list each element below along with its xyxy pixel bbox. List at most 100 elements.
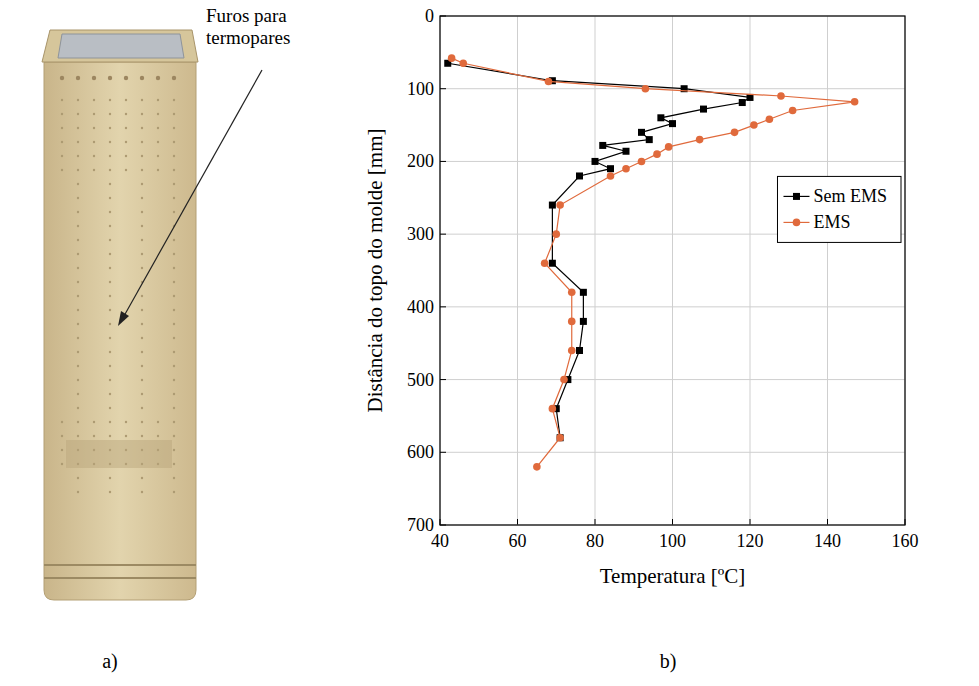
thermocouple-hole [157,435,159,437]
thermocouple-hole [109,127,111,129]
thermocouple-hole [93,155,95,157]
data-point [777,92,785,100]
thermocouple-hole [173,379,175,381]
tick-label: 120 [737,531,764,551]
thermocouple-hole [77,211,79,213]
data-point [731,129,739,137]
thermocouple-hole [141,435,143,437]
thermocouple-hole [77,183,79,185]
data-point [580,318,587,325]
thermocouple-hole [93,421,95,423]
thermocouple-hole [77,379,79,381]
thermocouple-hole [141,337,143,339]
thermocouple-hole [93,169,95,171]
thermocouple-hole [157,127,159,129]
thermocouple-hole [61,155,63,157]
data-point [552,230,560,238]
thermocouple-hole [92,76,96,80]
thermocouple-hole [141,253,143,255]
thermocouple-hole [109,225,111,227]
data-point [607,165,614,172]
axis-title: Temperatura [ºC] [600,564,746,588]
thermocouple-hole [141,225,143,227]
thermocouple-hole [125,141,127,143]
thermocouple-hole [61,169,63,171]
thermocouple-hole [77,337,79,339]
mold-body [44,62,196,600]
tick-label: 60 [509,531,527,551]
data-point [541,259,549,267]
tick-label: 100 [659,531,686,551]
data-point [622,165,630,173]
data-point [549,260,556,267]
thermocouple-hole [109,295,111,297]
tick [440,161,446,162]
thermocouple-hole [173,295,175,297]
thermocouple-hole [93,141,95,143]
tick-label: 500 [407,370,434,390]
grid-line [440,452,905,453]
tick [440,379,446,380]
mold-photo [42,30,198,600]
thermocouple-hole [156,76,160,80]
thermocouple-hole [173,491,175,493]
thermocouple-hole [109,407,111,409]
thermocouple-hole [157,141,159,143]
tick [517,519,518,525]
thermocouple-hole [77,365,79,367]
thermocouple-hole [109,253,111,255]
thermocouple-hole [173,421,175,423]
thermocouple-hole [109,281,111,283]
data-point [665,143,673,151]
thermocouple-hole [141,421,143,423]
grid-line [827,16,828,525]
thermocouple-hole [173,435,175,437]
data-point [700,106,707,113]
panel-letter: a) [102,650,118,673]
thermocouple-hole [173,393,175,395]
data-point [646,136,653,143]
axis-title: Distância do topo do molde [mm] [363,128,387,412]
data-point [642,85,650,93]
tick [827,519,828,525]
thermocouple-hole [157,421,159,423]
thermocouple-hole [173,169,175,171]
grid-line [440,379,905,380]
thermocouple-hole [77,267,79,269]
thermocouple-hole [141,127,143,129]
thermocouple-hole [124,76,128,80]
thermocouple-hole [125,113,127,115]
data-point [556,201,564,209]
legend-label: Sem EMS [813,186,887,206]
thermocouple-hole [61,113,63,115]
thermocouple-hole [173,99,175,101]
thermocouple-hole [141,407,143,409]
thermocouple-hole [173,463,175,465]
data-point [657,114,664,121]
data-point [568,289,576,297]
data-point [549,202,556,209]
thermocouple-hole [77,477,79,479]
tick [440,234,446,235]
thermocouple-hole [125,155,127,157]
series-line [452,58,855,467]
thermocouple-hole [141,113,143,115]
data-point [739,99,746,106]
arrow-head [118,311,129,326]
thermocouple-hole [77,113,79,115]
tick-label: 100 [407,79,434,99]
thermocouple-hole [173,323,175,325]
thermocouple-hole [77,197,79,199]
thermocouple-hole [109,337,111,339]
tick-label: 400 [407,297,434,317]
thermocouple-hole [109,491,111,493]
legend-label: EMS [813,212,850,232]
thermocouple-hole [141,477,143,479]
thermocouple-hole [109,379,111,381]
grid-line [750,16,751,525]
thermocouple-hole [157,169,159,171]
thermocouple-hole [61,99,63,101]
thermocouple-hole [109,351,111,353]
plot-area [440,16,905,525]
thermocouple-hole [125,421,127,423]
